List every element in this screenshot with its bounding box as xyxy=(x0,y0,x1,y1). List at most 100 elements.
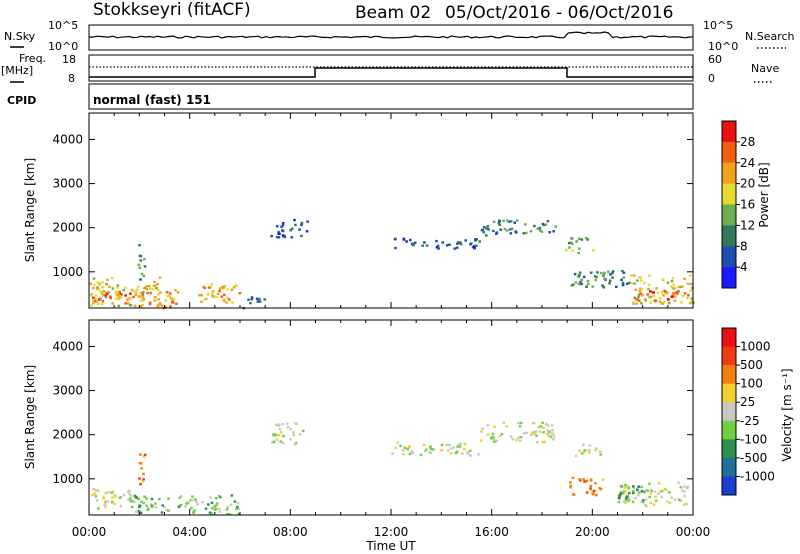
scatter-cell xyxy=(218,287,222,290)
scatter-cell xyxy=(135,496,138,499)
scatter-cell xyxy=(223,285,226,288)
scatter-cell xyxy=(277,232,280,235)
scatter-cell xyxy=(621,281,625,285)
scatter-cell xyxy=(279,430,283,434)
colorbar-tick-label: -25 xyxy=(740,414,760,428)
scatter-cell xyxy=(281,229,284,232)
colorbar-segment xyxy=(722,183,736,205)
scatter-cell xyxy=(511,437,515,441)
scatter-cell xyxy=(423,241,426,244)
cpid-text: normal (fast) 151 xyxy=(93,93,211,107)
scatter-cell xyxy=(133,304,137,308)
scatter-cell xyxy=(686,296,689,300)
scatter-cell xyxy=(484,234,488,237)
scatter-cell xyxy=(509,435,513,438)
scatter-cell xyxy=(498,219,501,222)
scatter-cell xyxy=(658,300,662,303)
scatter-cell xyxy=(145,288,149,291)
scatter-cell xyxy=(122,493,126,497)
scatter-cell xyxy=(445,244,449,247)
scatter-cell xyxy=(683,503,686,506)
scatter-cell xyxy=(236,505,239,509)
scatter-cell xyxy=(689,289,693,292)
scatter-cell xyxy=(663,289,667,293)
xtick-label: 00:00 xyxy=(676,525,711,539)
scatter-cell xyxy=(203,286,207,290)
scatter-cell xyxy=(180,494,183,498)
scatter-cell xyxy=(610,272,614,275)
scatter-cell xyxy=(666,281,670,284)
scatter-cell xyxy=(294,223,297,227)
scatter-cell xyxy=(153,280,156,284)
scatter-cell xyxy=(101,281,104,284)
scatter-cell xyxy=(104,295,108,299)
scatter-cell xyxy=(655,287,658,290)
scatter-cell xyxy=(509,220,513,223)
scatter-cell xyxy=(107,491,110,494)
scatter-cell xyxy=(448,243,451,246)
colorbar-segment xyxy=(722,225,736,247)
scatter-cell xyxy=(142,274,146,278)
scatter-cell xyxy=(685,502,688,505)
scatter-cell xyxy=(636,488,639,491)
scatter-cell xyxy=(461,452,464,455)
scatter-cell xyxy=(401,449,405,452)
scatter-cell xyxy=(159,291,162,294)
scatter-cell xyxy=(531,431,534,434)
scatter-cell xyxy=(211,507,214,510)
scatter-cell xyxy=(630,274,633,277)
scatter-cell xyxy=(220,295,224,298)
scatter-cell xyxy=(209,496,212,499)
scatter-cell xyxy=(402,453,405,456)
scatter-cell xyxy=(290,227,294,230)
scatter-cell xyxy=(275,423,278,427)
scatter-cell xyxy=(637,493,640,497)
scatter-cell xyxy=(142,297,146,301)
scatter-cell xyxy=(127,296,130,300)
scatter-cell xyxy=(518,439,522,442)
scatter-cell xyxy=(586,279,590,283)
xtick-label: 16:00 xyxy=(474,525,509,539)
scatter-cell xyxy=(636,279,639,282)
scatter-cell xyxy=(275,235,279,239)
scatter-cell xyxy=(515,231,518,234)
scatter-cell xyxy=(660,495,663,499)
scatter-cell xyxy=(617,496,621,500)
scatter-cell xyxy=(599,487,603,491)
scatter-cell xyxy=(406,447,409,451)
scatter-cell xyxy=(577,251,580,255)
scatter-cell xyxy=(479,439,483,442)
scatter-cell xyxy=(548,430,551,434)
scatter-cell xyxy=(298,228,301,231)
scatter-cell xyxy=(278,423,281,426)
scatter-cell xyxy=(565,248,568,252)
scatter-cell xyxy=(124,286,127,289)
scatter-cell xyxy=(100,292,104,295)
scatter-cell xyxy=(150,497,154,501)
scatter-cell xyxy=(178,496,182,499)
scatter-cell xyxy=(645,488,648,492)
scatter-cell xyxy=(518,425,522,428)
scatter-cell xyxy=(247,298,250,301)
scatter-cell xyxy=(505,229,509,232)
scatter-cell xyxy=(637,295,640,299)
scatter-cell xyxy=(595,276,598,279)
scatter-cell xyxy=(619,484,623,488)
scatter-cell xyxy=(168,295,172,298)
scatter-cell xyxy=(103,503,107,506)
scatter-cell xyxy=(235,284,238,288)
scatter-cell xyxy=(118,293,122,296)
scatter-cell xyxy=(517,421,520,425)
scatter-cell xyxy=(435,239,438,243)
scatter-cell xyxy=(145,497,148,500)
scatter-cell xyxy=(411,243,415,247)
scatter-cell xyxy=(670,496,673,499)
scatter-cell xyxy=(94,294,98,297)
scatter-cell xyxy=(104,294,107,297)
scatter-cell xyxy=(492,440,496,443)
scatter-cell xyxy=(666,500,669,503)
scatter-cell xyxy=(485,227,488,230)
scatter-cell xyxy=(158,303,161,306)
scatter-cell xyxy=(102,495,106,498)
ytick-label: 1000 xyxy=(52,472,83,486)
